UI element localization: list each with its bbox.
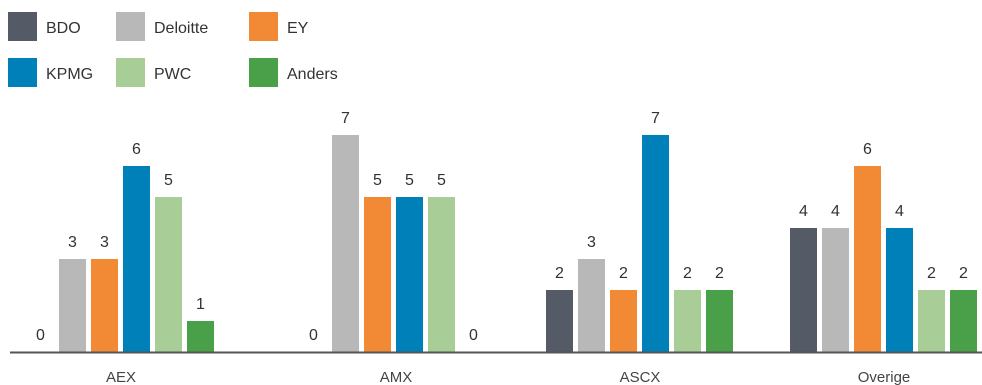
bar-overige-pwc <box>918 290 945 352</box>
category-label-overige: Overige <box>858 369 911 385</box>
value-label-aex-pwc: 5 <box>164 172 173 189</box>
bar-ascx-deloitte <box>578 259 605 352</box>
legend-label-pwc: PWC <box>154 66 191 83</box>
bar-aex-anders <box>187 321 214 352</box>
value-label-ascx-anders: 2 <box>715 265 724 282</box>
value-label-ascx-ey: 2 <box>619 265 628 282</box>
bar-amx-ey <box>364 197 391 352</box>
value-label-amx-kpmg: 5 <box>405 172 414 189</box>
category-label-amx: AMX <box>380 369 413 385</box>
value-labels: 0 3 3 6 5 1 0 7 5 5 5 0 2 3 2 7 2 2 4 4 6 4 2 2 <box>36 110 968 344</box>
bar-ascx-anders <box>706 290 733 352</box>
value-label-overige-ey: 6 <box>863 141 872 158</box>
category-labels: AEX AMX ASCX Overige <box>106 369 910 385</box>
value-label-amx-bdo: 0 <box>309 327 318 344</box>
value-label-aex-bdo: 0 <box>36 327 45 344</box>
bar-amx-pwc <box>428 197 455 352</box>
value-label-ascx-bdo: 2 <box>555 265 564 282</box>
category-label-ascx: ASCX <box>620 369 661 385</box>
bar-overige-anders <box>950 290 977 352</box>
bar-ascx-ey <box>610 290 637 352</box>
legend-label-kpmg: KPMG <box>46 66 93 83</box>
bar-aex-kpmg <box>123 166 150 352</box>
value-label-aex-deloitte: 3 <box>68 234 77 251</box>
legend-swatch-bdo <box>8 12 37 41</box>
bar-ascx-kpmg <box>642 135 669 352</box>
bar-overige-ey <box>854 166 881 352</box>
value-label-amx-anders: 0 <box>469 327 478 344</box>
value-label-overige-deloitte: 4 <box>831 203 840 220</box>
value-label-aex-ey: 3 <box>100 234 109 251</box>
value-label-ascx-kpmg: 7 <box>651 110 660 127</box>
bar-amx-kpmg <box>396 197 423 352</box>
category-label-aex: AEX <box>106 369 136 385</box>
value-label-amx-ey: 5 <box>373 172 382 189</box>
value-label-aex-kpmg: 6 <box>132 141 141 158</box>
value-label-ascx-deloitte: 3 <box>587 234 596 251</box>
legend-label-deloitte: Deloitte <box>154 20 208 37</box>
bars-area <box>59 135 977 352</box>
bar-overige-deloitte <box>822 228 849 352</box>
value-label-overige-anders: 2 <box>959 265 968 282</box>
legend-label-ey: EY <box>287 20 309 37</box>
legend-swatch-deloitte <box>116 12 145 41</box>
legend-swatch-anders <box>249 58 278 87</box>
bar-aex-pwc <box>155 197 182 352</box>
bar-aex-ey <box>91 259 118 352</box>
bar-overige-kpmg <box>886 228 913 352</box>
bar-overige-bdo <box>790 228 817 352</box>
legend-swatch-kpmg <box>8 58 37 87</box>
legend-swatch-pwc <box>116 58 145 87</box>
value-label-amx-pwc: 5 <box>437 172 446 189</box>
legend-label-bdo: BDO <box>46 20 81 37</box>
value-label-overige-pwc: 2 <box>927 265 936 282</box>
bar-ascx-bdo <box>546 290 573 352</box>
bar-ascx-pwc <box>674 290 701 352</box>
value-label-ascx-pwc: 2 <box>683 265 692 282</box>
value-label-amx-deloitte: 7 <box>341 110 350 127</box>
bar-amx-deloitte <box>332 135 359 352</box>
legend-label-anders: Anders <box>287 66 338 83</box>
value-label-overige-kpmg: 4 <box>895 203 904 220</box>
value-label-aex-anders: 1 <box>196 296 205 313</box>
bar-aex-deloitte <box>59 259 86 352</box>
legend-swatch-ey <box>249 12 278 41</box>
value-label-overige-bdo: 4 <box>799 203 808 220</box>
legend: BDO Deloitte EY KPMG PWC Anders <box>8 12 338 87</box>
